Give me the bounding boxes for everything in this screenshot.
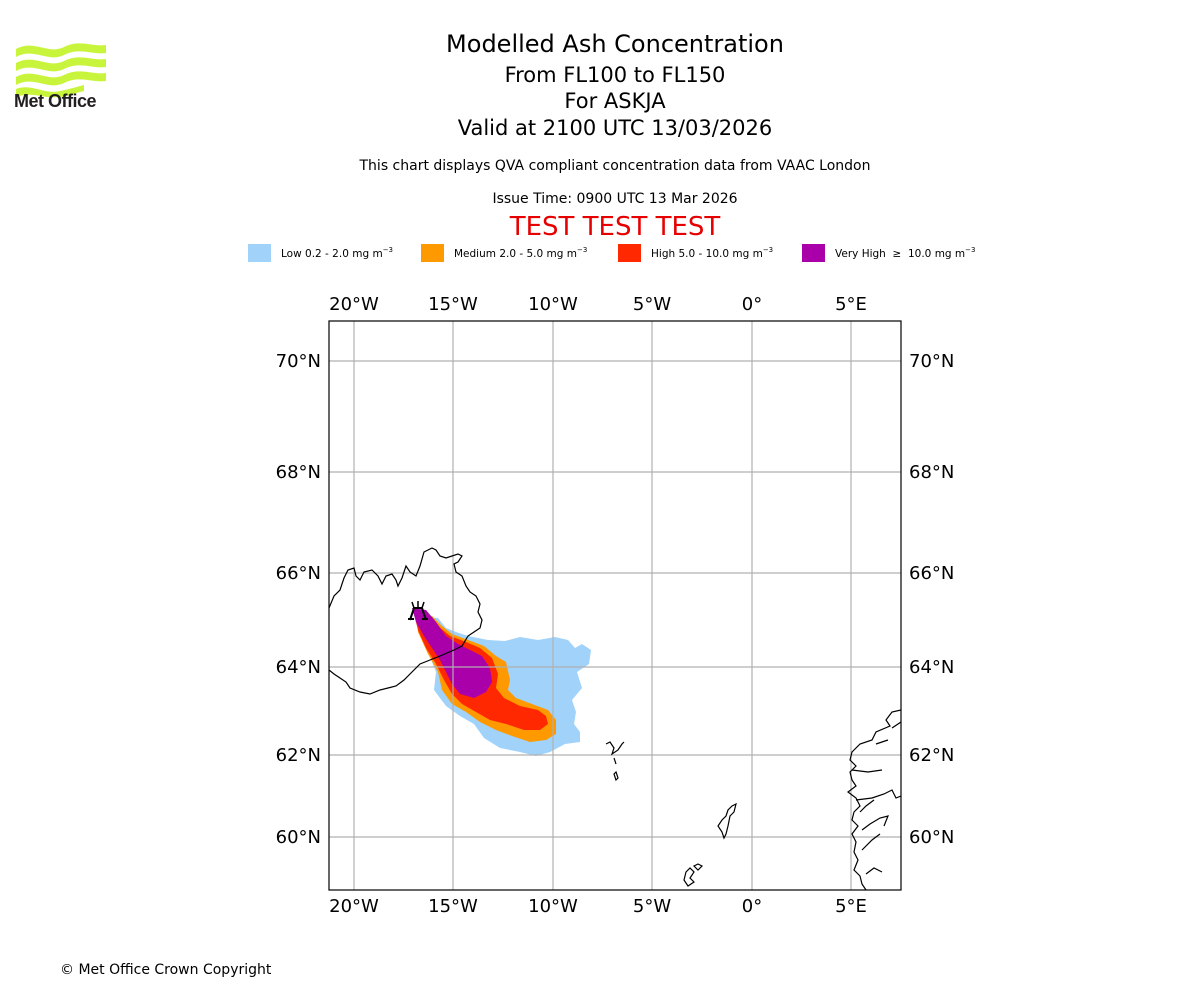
test-banner: TEST TEST TEST (509, 212, 721, 242)
lon-label-bottom: 10°W (528, 896, 578, 917)
copyright: © Met Office Crown Copyright (60, 962, 272, 978)
legend-item-very-high: Very High ≥ 10.0 mg m−3 (802, 244, 975, 262)
legend-exp-very-high: −3 (965, 246, 976, 254)
lon-label-top: 5°W (633, 294, 671, 315)
volcano-name: For ASKJA (564, 89, 666, 113)
lat-label-left: 60°N (276, 827, 321, 848)
legend-swatch-high (618, 244, 641, 262)
legend-swatch-very-high (802, 244, 825, 262)
coastline-faroes (605, 741, 625, 782)
lon-label-bottom: 15°W (428, 896, 478, 917)
lat-label-right: 64°N (909, 657, 954, 678)
legend-label-high: High 5.0 - 10.0 mg m (651, 248, 763, 260)
lat-label-left: 68°N (276, 462, 321, 483)
legend-exp-low: −3 (382, 246, 394, 254)
lat-label-right: 66°N (909, 563, 954, 584)
lon-label-top: 5°E (835, 294, 867, 315)
lon-label-bottom: 5°E (835, 896, 867, 917)
legend-swatch-medium (421, 244, 444, 262)
legend-exp-medium: −3 (576, 246, 588, 254)
valid-time: Valid at 2100 UTC 13/03/2026 (457, 116, 773, 140)
lat-label-right: 68°N (909, 462, 954, 483)
lon-label-bottom: 20°W (329, 896, 379, 917)
lat-label-right: 70°N (909, 351, 954, 372)
logo-text: Met Office (14, 91, 97, 111)
met-office-logo (16, 43, 106, 98)
graticule (329, 321, 901, 890)
coastline-iceland (329, 547, 483, 695)
volcano-icon (408, 601, 428, 621)
legend-label-very-high: Very High ≥ 10.0 mg m (835, 248, 966, 260)
issue-time: Issue Time: 0900 UTC 13 Mar 2026 (492, 191, 738, 207)
plot-frame (328, 320, 902, 891)
legend-item-medium: Medium 2.0 - 5.0 mg m−3 (421, 244, 587, 262)
lon-label-top: 10°W (528, 294, 578, 315)
ash-very-high (412, 608, 492, 698)
legend-item-high: High 5.0 - 10.0 mg m−3 (618, 244, 773, 262)
coastline-orkney (683, 863, 704, 887)
lat-label-right: 62°N (909, 745, 954, 766)
compliance-note: This chart displays QVA compliant concen… (359, 158, 871, 174)
legend-label-medium: Medium 2.0 - 5.0 mg m (454, 248, 577, 260)
lon-label-top: 20°W (329, 294, 379, 315)
flight-levels: From FL100 to FL150 (504, 63, 726, 87)
lat-label-left: 62°N (276, 745, 321, 766)
lat-label-left: 64°N (276, 657, 321, 678)
lon-label-bottom: 5°W (633, 896, 671, 917)
lat-label-right: 60°N (909, 827, 954, 848)
coastline-shetland (717, 802, 737, 840)
lat-label-left: 70°N (276, 351, 321, 372)
legend-label-low: Low 0.2 - 2.0 mg m (281, 248, 383, 260)
lat-label-left: 66°N (276, 563, 321, 584)
lon-label-top: 0° (742, 294, 762, 315)
lon-label-top: 15°W (428, 294, 478, 315)
coastline-norway (847, 709, 901, 890)
chart-title: Modelled Ash Concentration (446, 30, 784, 58)
coastlines (329, 547, 901, 890)
legend-exp-high: −3 (762, 246, 774, 254)
legend-swatch-low (248, 244, 271, 262)
legend-item-low: Low 0.2 - 2.0 mg m−3 (248, 244, 393, 262)
lon-label-bottom: 0° (742, 896, 762, 917)
